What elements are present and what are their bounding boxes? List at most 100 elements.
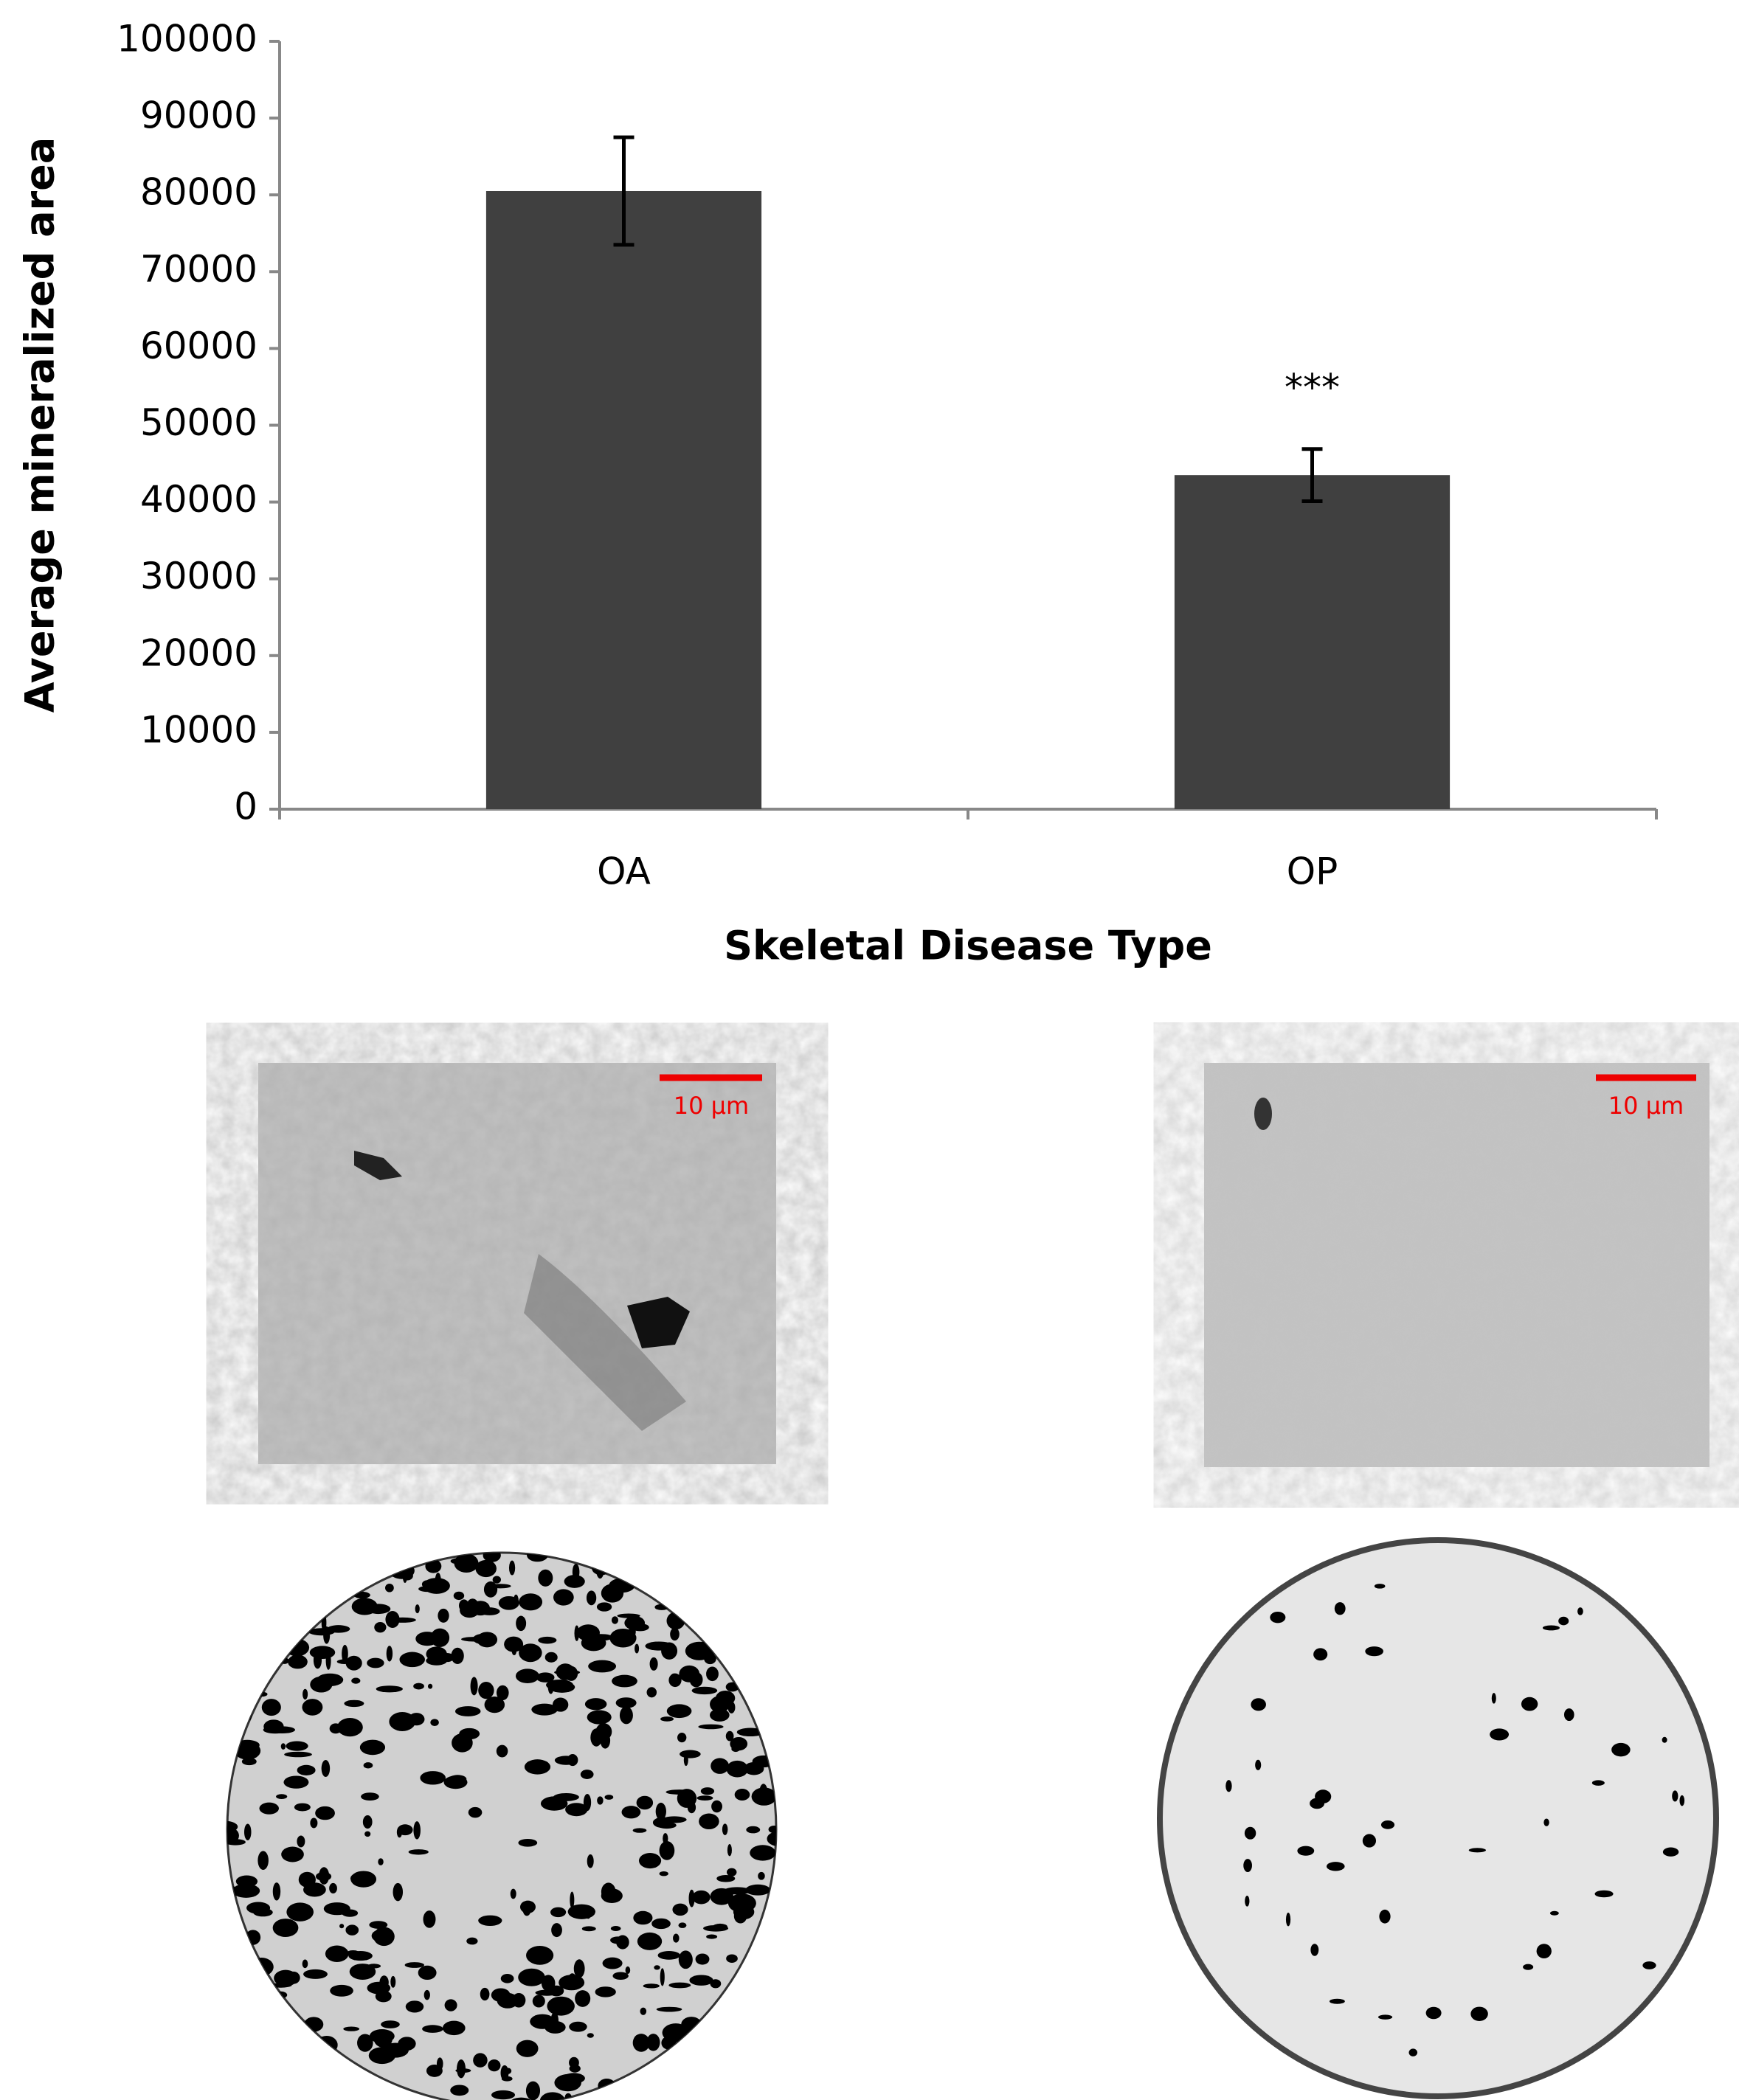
blob: [227, 1827, 239, 1845]
blob: [259, 1802, 280, 1815]
binary-oa: [226, 1551, 778, 2100]
blob: [683, 1754, 688, 1767]
blob: [280, 1743, 286, 1750]
blob: [640, 2007, 647, 2015]
blob: [706, 1934, 718, 1939]
blob: [381, 2020, 400, 2028]
blob: [284, 1751, 312, 1758]
blob: [662, 1816, 687, 1823]
blob: [245, 1930, 261, 1945]
blob: [1380, 1820, 1395, 1829]
blob: [376, 1685, 403, 1693]
blob: [413, 1821, 421, 1840]
blob: [726, 1760, 749, 1778]
blob: [574, 1625, 579, 1641]
binary-op: [1157, 1537, 1719, 2099]
blob: [1611, 1742, 1631, 1757]
bar: [485, 190, 762, 809]
blob: [691, 1686, 718, 1695]
blob: [580, 1770, 594, 1779]
blob: [704, 1653, 716, 1665]
blob: [536, 1672, 555, 1683]
blob: [510, 1888, 516, 1899]
blob: [637, 1932, 663, 1950]
blob: [345, 1655, 362, 1671]
y-tick-label: 40000: [140, 478, 257, 521]
y-tick-label: 80000: [140, 171, 257, 214]
blob: [288, 1654, 308, 1669]
blob: [367, 1657, 384, 1668]
blob: [473, 2053, 488, 2068]
blob: [423, 1989, 430, 2000]
blob: [316, 2035, 338, 2054]
blob: [272, 1882, 281, 1901]
blob: [527, 1553, 548, 1562]
blob: [363, 1762, 373, 1769]
blob: [518, 1968, 545, 1986]
blob: [657, 1951, 680, 1960]
blob: [722, 1823, 728, 1835]
blob: [646, 1687, 657, 1698]
blob: [659, 1871, 668, 1877]
x-tick-label: OP: [1287, 850, 1338, 893]
blob: [426, 2064, 443, 2077]
blob: [232, 1883, 260, 1898]
x-tick-label: OA: [597, 850, 651, 893]
blob: [1523, 1964, 1534, 1970]
blob: [426, 1646, 447, 1662]
blob: [538, 1636, 557, 1644]
y-tick-label: 100000: [117, 18, 257, 60]
blob: [689, 1671, 703, 1688]
blob: [353, 1591, 370, 1599]
blob: [569, 2021, 587, 2032]
blob: [1491, 1693, 1496, 1704]
blob: [349, 1964, 376, 1980]
blob: [678, 1922, 687, 1928]
blob: [364, 1831, 371, 1837]
blob: [450, 2085, 469, 2096]
blob: [655, 1802, 666, 1820]
blob: [385, 1611, 400, 1628]
blob: [1225, 1780, 1232, 1792]
blob: [313, 1651, 322, 1669]
blob: [373, 2031, 393, 2048]
blob: [654, 1965, 660, 1970]
blob: [596, 1602, 612, 1612]
blob: [466, 1937, 478, 1945]
blob: [698, 1724, 724, 1730]
blob: [1362, 1834, 1377, 1848]
blob: [421, 1580, 434, 1589]
blob: [723, 1887, 751, 1895]
blob: [601, 1584, 624, 1603]
blob: [1679, 1795, 1685, 1806]
blob: [758, 1784, 768, 1803]
blob: [611, 1616, 619, 1624]
blob: [586, 1590, 597, 1606]
blob: [581, 1926, 596, 1932]
blob: [351, 1677, 361, 1684]
blob: [302, 1699, 323, 1716]
blob: [570, 1891, 575, 1909]
blob: [1662, 1847, 1679, 1857]
blob: [524, 1759, 551, 1775]
x-axis-label: Skeletal Disease Type: [724, 923, 1212, 969]
blob: [725, 1730, 734, 1742]
blob: [595, 1986, 616, 1997]
blob: [342, 1644, 348, 1663]
y-tick-label: 0: [234, 786, 257, 828]
blob: [483, 1581, 498, 1598]
blob: [569, 2056, 579, 2068]
y-tick-label: 90000: [140, 94, 257, 137]
blob: [1329, 1998, 1345, 2004]
blob: [519, 1593, 543, 1611]
blob: [286, 1741, 308, 1751]
blob: [393, 1882, 404, 1902]
blob: [286, 1902, 314, 1921]
blob: [1563, 1708, 1574, 1722]
blob: [544, 1652, 558, 1663]
blob: [750, 1845, 776, 1861]
blob: [348, 1951, 373, 1961]
blob: [551, 1923, 562, 1938]
blob: [1425, 2006, 1442, 2020]
